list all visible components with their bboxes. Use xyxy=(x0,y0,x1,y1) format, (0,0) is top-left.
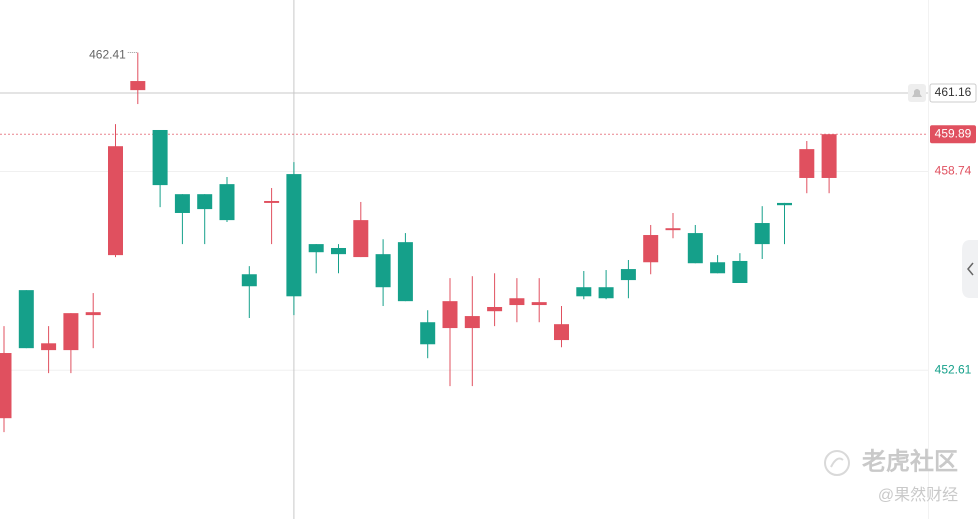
candle-body xyxy=(174,194,190,213)
candle-body xyxy=(464,316,480,329)
candle-body xyxy=(18,290,34,349)
candle-body xyxy=(777,202,792,206)
last-price-box xyxy=(930,125,976,144)
candle-body xyxy=(665,228,681,231)
y-tick-label: 452.61 xyxy=(935,362,972,376)
candle-body xyxy=(576,287,592,297)
candle-body xyxy=(0,353,12,419)
candle-body xyxy=(442,301,458,329)
max-label: 462.41 xyxy=(89,48,126,62)
candle-body xyxy=(41,343,57,351)
candle-body xyxy=(710,262,726,274)
candle-body xyxy=(487,306,503,312)
watermark-brand: 老虎社区 xyxy=(862,447,958,475)
watermark-circle xyxy=(824,450,850,476)
crosshair-label-box xyxy=(929,83,977,103)
candle-body xyxy=(620,269,636,281)
side-tab-arrow[interactable] xyxy=(967,262,974,276)
candle-body xyxy=(420,322,436,345)
candle-body xyxy=(732,260,748,284)
candle-body xyxy=(554,324,569,341)
crosshair-label: 461.16 xyxy=(935,85,972,99)
last-price-label: 459.89 xyxy=(935,126,972,140)
candle-body xyxy=(821,134,837,178)
candle-body xyxy=(264,200,280,203)
candle-body xyxy=(286,174,302,297)
candle-body xyxy=(397,242,413,302)
candle-body xyxy=(219,184,235,221)
alert-bell-icon[interactable] xyxy=(912,89,922,98)
watermark-author: @果然财经 xyxy=(878,486,958,504)
candle-body xyxy=(308,244,324,253)
candle-body xyxy=(353,220,369,258)
candle-body xyxy=(598,287,614,299)
watermark-swoosh xyxy=(830,457,844,468)
candle-body xyxy=(197,194,213,210)
candle-body xyxy=(531,302,547,306)
candle-body xyxy=(331,247,346,255)
candle-body xyxy=(799,149,815,178)
candle-body xyxy=(687,233,703,264)
candle-body xyxy=(152,129,168,186)
candle-body xyxy=(754,223,770,245)
y-tick-label: 458.74 xyxy=(935,164,972,178)
candle-body xyxy=(130,81,146,91)
watermark-logo xyxy=(824,450,850,476)
candle-body xyxy=(375,254,391,288)
side-tab[interactable] xyxy=(962,240,978,298)
candle-body xyxy=(241,274,257,287)
plot xyxy=(0,0,929,519)
candle-body xyxy=(85,312,101,316)
candle-body xyxy=(108,146,123,256)
candle-body xyxy=(63,313,79,351)
candle-body xyxy=(509,298,525,306)
candle-body xyxy=(643,235,659,263)
alert-bell[interactable] xyxy=(908,84,926,103)
side-tab-bg[interactable] xyxy=(962,240,978,298)
